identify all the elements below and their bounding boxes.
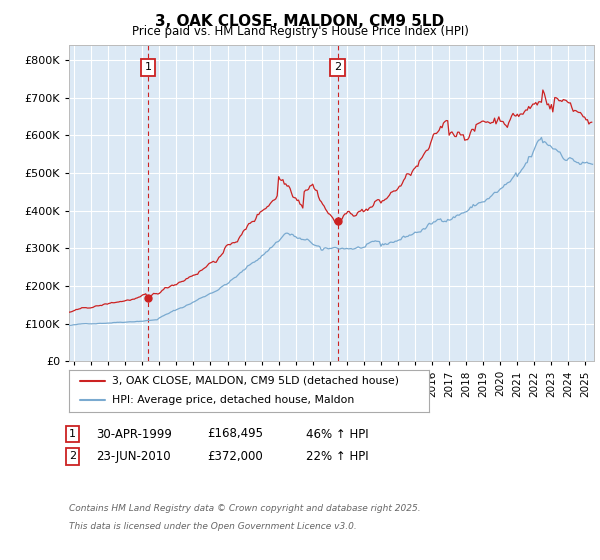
Text: 3, OAK CLOSE, MALDON, CM9 5LD: 3, OAK CLOSE, MALDON, CM9 5LD [155,14,445,29]
Text: £372,000: £372,000 [207,450,263,463]
Text: 1: 1 [145,62,151,72]
Text: 1: 1 [69,429,76,439]
Text: 30-APR-1999: 30-APR-1999 [96,427,172,441]
Text: HPI: Average price, detached house, Maldon: HPI: Average price, detached house, Mald… [112,395,355,405]
Text: Price paid vs. HM Land Registry's House Price Index (HPI): Price paid vs. HM Land Registry's House … [131,25,469,38]
Text: £168,495: £168,495 [207,427,263,441]
Text: This data is licensed under the Open Government Licence v3.0.: This data is licensed under the Open Gov… [69,522,357,531]
Text: 3, OAK CLOSE, MALDON, CM9 5LD (detached house): 3, OAK CLOSE, MALDON, CM9 5LD (detached … [112,376,399,386]
Text: 23-JUN-2010: 23-JUN-2010 [96,450,170,463]
Text: 2: 2 [69,451,76,461]
Text: Contains HM Land Registry data © Crown copyright and database right 2025.: Contains HM Land Registry data © Crown c… [69,504,421,513]
Text: 2: 2 [334,62,341,72]
Text: 46% ↑ HPI: 46% ↑ HPI [306,427,368,441]
Text: 22% ↑ HPI: 22% ↑ HPI [306,450,368,463]
